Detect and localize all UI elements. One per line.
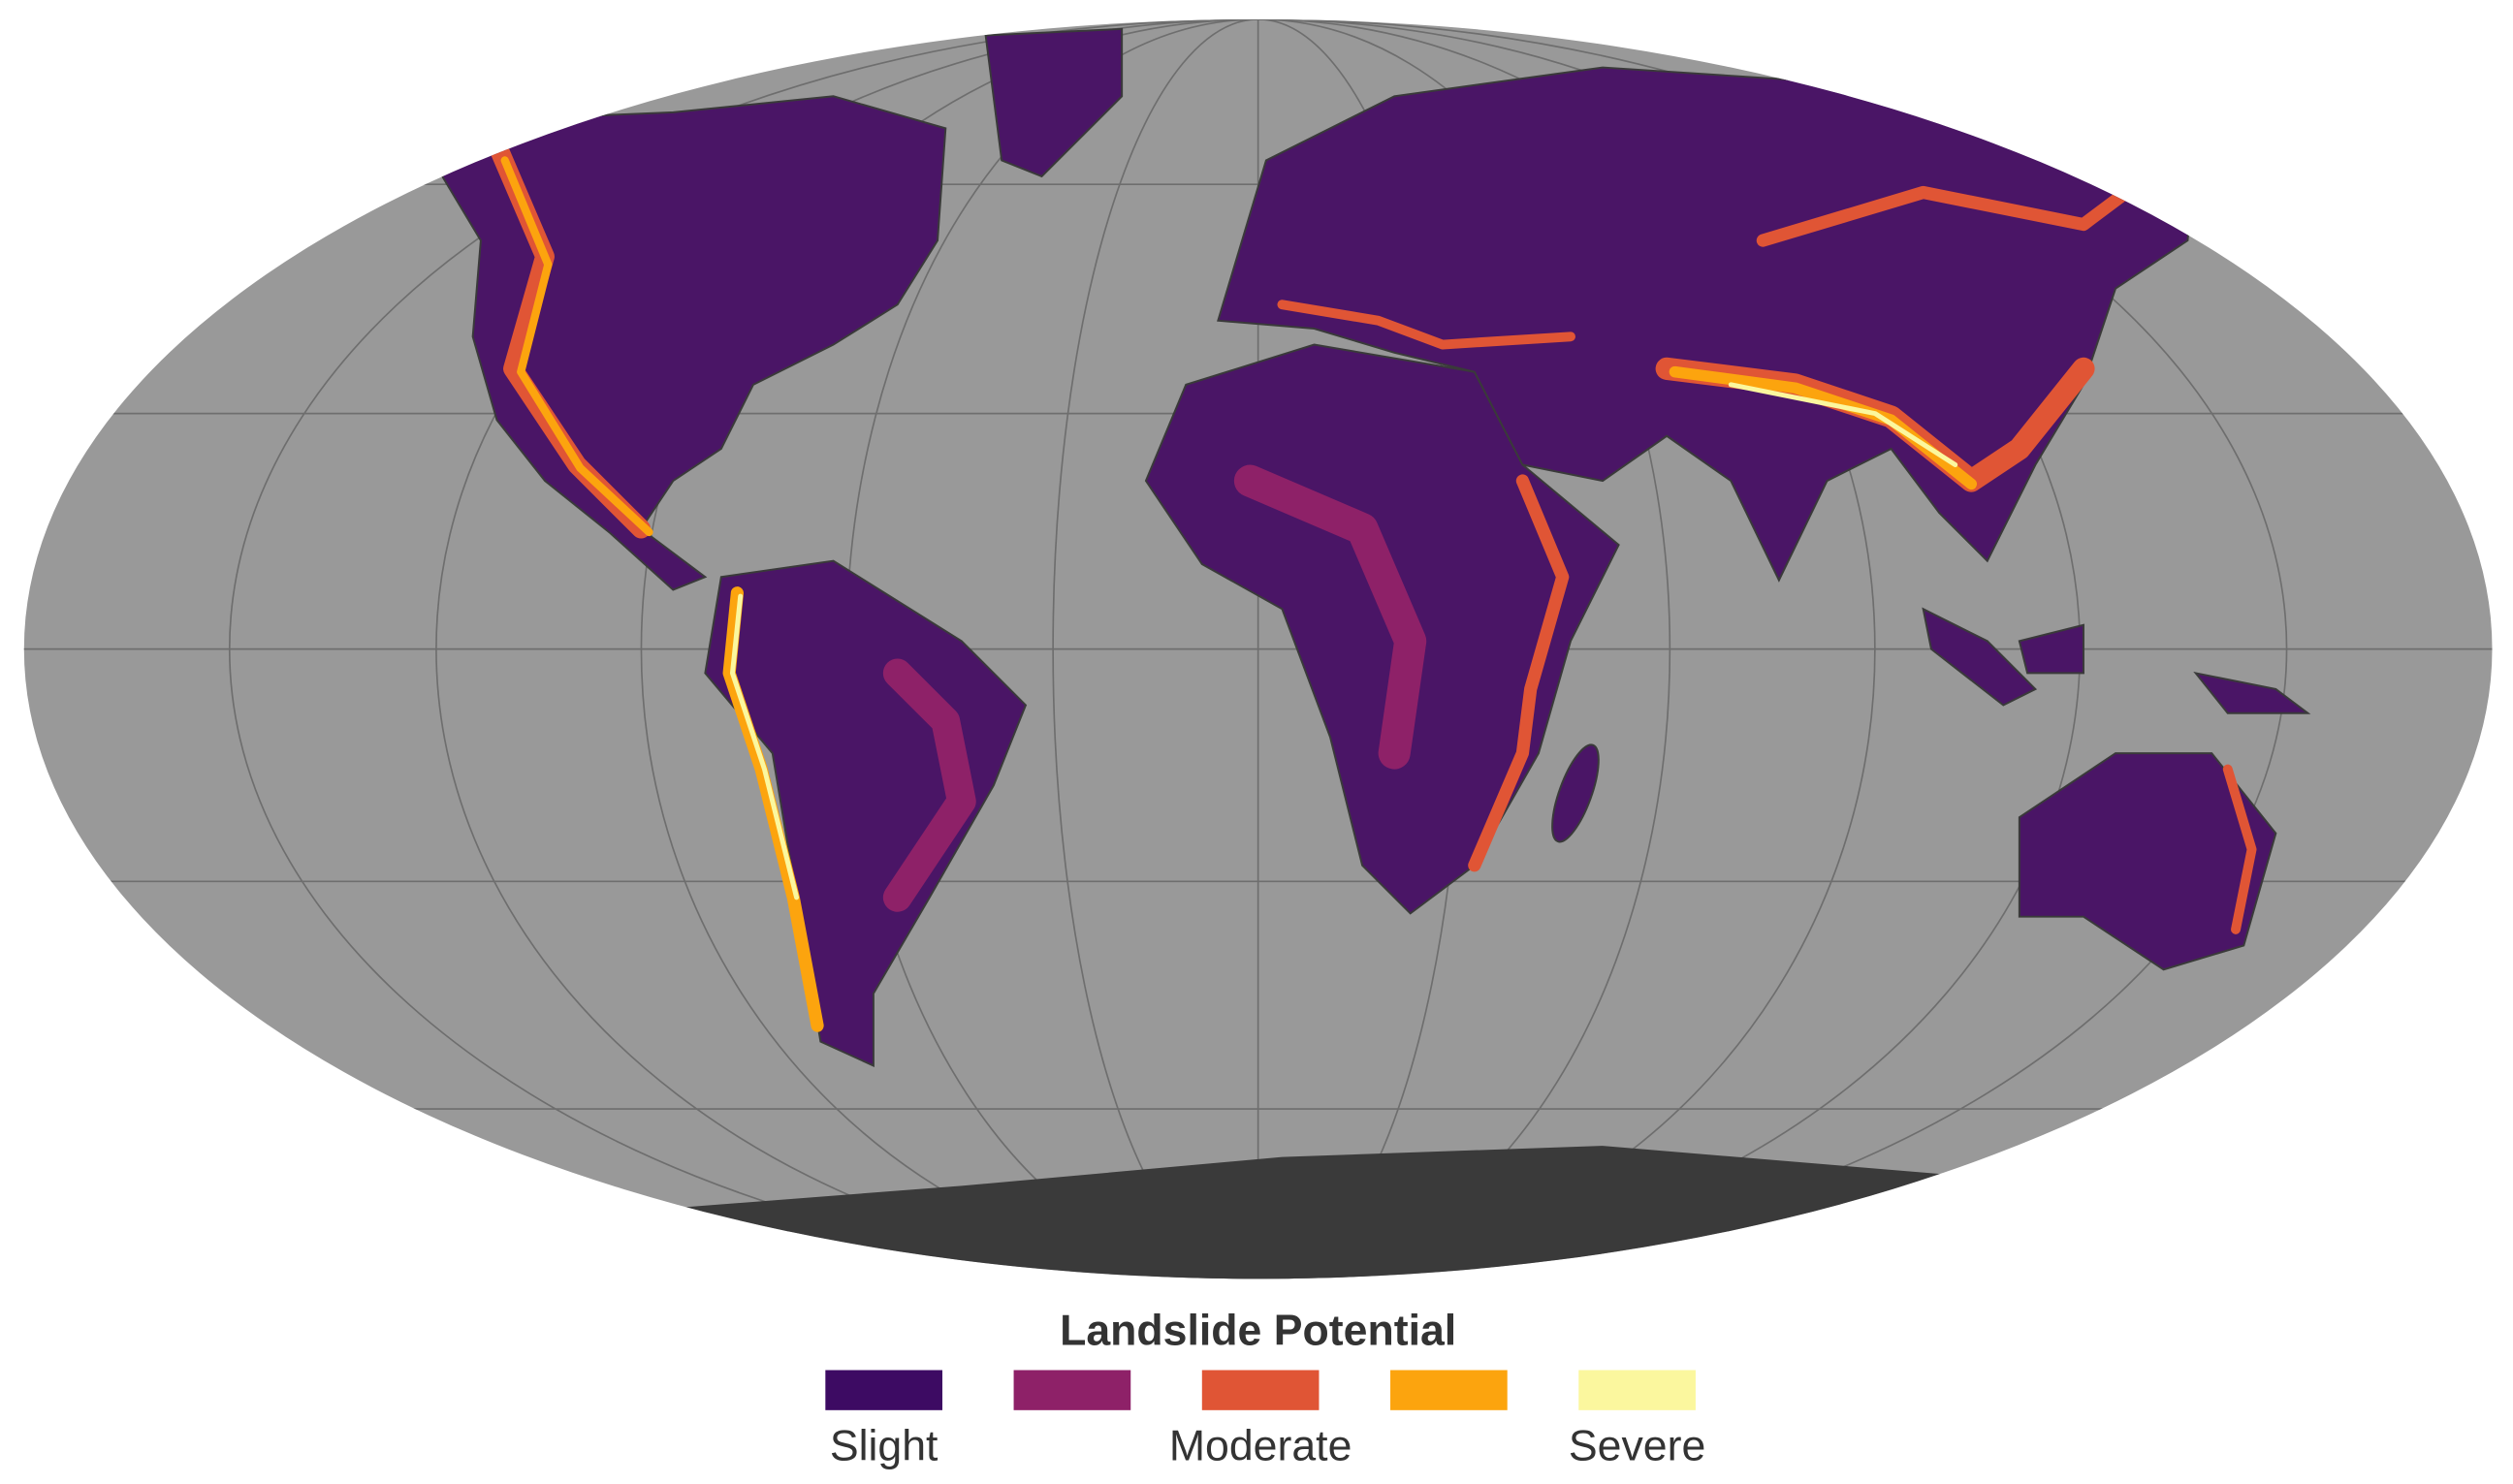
- ridge: [1277, 300, 1575, 350]
- ridge: [722, 586, 824, 1032]
- greenland: [984, 27, 1124, 178]
- australia: [2018, 752, 2277, 971]
- south-america: [704, 559, 1028, 1067]
- legend-swatch: [1201, 1370, 1320, 1410]
- ridge: [729, 593, 800, 900]
- madagascar: [1551, 743, 1600, 843]
- ridge: [882, 658, 976, 912]
- legend-label: Moderate: [1169, 1422, 1352, 1469]
- ridge: [2222, 764, 2257, 934]
- legend-title: Landslide Potential: [1060, 1307, 1456, 1354]
- ridge: [500, 156, 653, 537]
- legend-swatch: [1390, 1370, 1508, 1410]
- legend-swatch: [1013, 1370, 1131, 1410]
- north-america: [367, 95, 947, 591]
- legend-label: Slight: [830, 1422, 938, 1469]
- ridge: [1756, 170, 2154, 247]
- ridge: [1468, 474, 1570, 872]
- ridge: [1233, 464, 1427, 770]
- legend: Slight Moderate Severe: [825, 1370, 1705, 1469]
- maritime-asia: [1922, 607, 2311, 714]
- legend-swatch: [825, 1370, 942, 1410]
- high-potential-areas: [487, 134, 2257, 1032]
- legend-swatch: [1578, 1370, 1696, 1410]
- ridge: [1728, 382, 1958, 468]
- legend-label: Severe: [1569, 1422, 1705, 1469]
